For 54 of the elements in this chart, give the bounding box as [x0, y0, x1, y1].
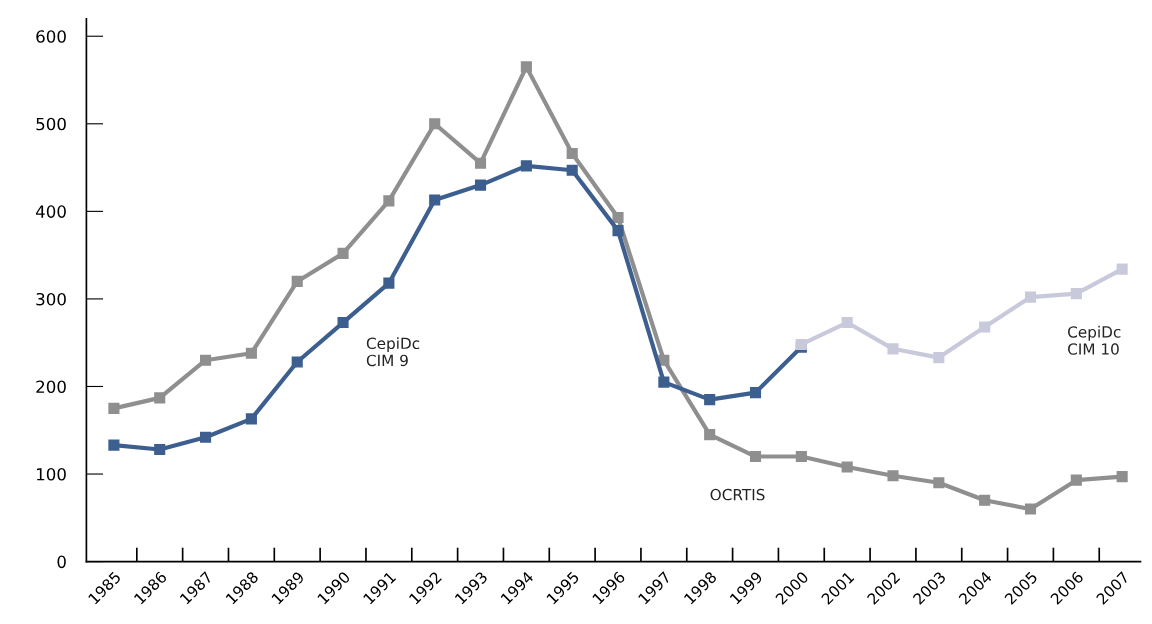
y-tick-label: 500	[36, 117, 66, 131]
point	[154, 392, 166, 404]
y-tick-label: 0	[57, 555, 66, 569]
point	[612, 211, 624, 224]
point	[245, 347, 257, 359]
point	[933, 352, 945, 364]
y-tick-label: 200	[36, 380, 66, 394]
point	[1024, 291, 1037, 303]
point	[979, 494, 991, 506]
point	[383, 277, 395, 289]
point	[841, 317, 853, 329]
point	[337, 317, 349, 329]
point	[245, 413, 257, 425]
point	[795, 450, 807, 463]
point	[933, 477, 945, 489]
point	[200, 431, 212, 443]
point	[108, 402, 120, 414]
point	[291, 275, 303, 287]
point	[704, 429, 716, 441]
point	[108, 439, 120, 451]
point	[429, 118, 441, 130]
point	[383, 195, 395, 207]
point	[1116, 263, 1128, 275]
point	[200, 354, 212, 366]
point	[749, 387, 762, 399]
point	[520, 160, 532, 172]
series-label: CepiDc CIM 10	[1068, 325, 1121, 355]
y-tick-label: 300	[36, 292, 66, 306]
point	[520, 61, 532, 73]
y-tick-label: 600	[36, 30, 66, 43]
point	[474, 157, 487, 169]
point	[749, 450, 762, 463]
point	[841, 461, 853, 473]
point	[612, 225, 624, 237]
point	[429, 194, 441, 206]
point	[1116, 471, 1128, 483]
point	[1070, 474, 1082, 486]
point	[474, 179, 487, 191]
point	[887, 470, 899, 482]
point	[566, 164, 578, 176]
point	[566, 148, 578, 160]
point	[291, 356, 303, 368]
point	[979, 321, 991, 333]
series-label: OCRTIS	[710, 488, 765, 501]
point	[704, 394, 716, 406]
point	[887, 343, 899, 355]
point	[1024, 503, 1037, 515]
point	[1070, 288, 1082, 300]
point	[658, 376, 670, 388]
y-tick-label: 100	[36, 468, 66, 481]
series-label: CepiDc CIM 9	[366, 337, 420, 367]
point	[154, 443, 166, 456]
point	[337, 247, 349, 259]
y-tick-label: 400	[35, 205, 66, 218]
